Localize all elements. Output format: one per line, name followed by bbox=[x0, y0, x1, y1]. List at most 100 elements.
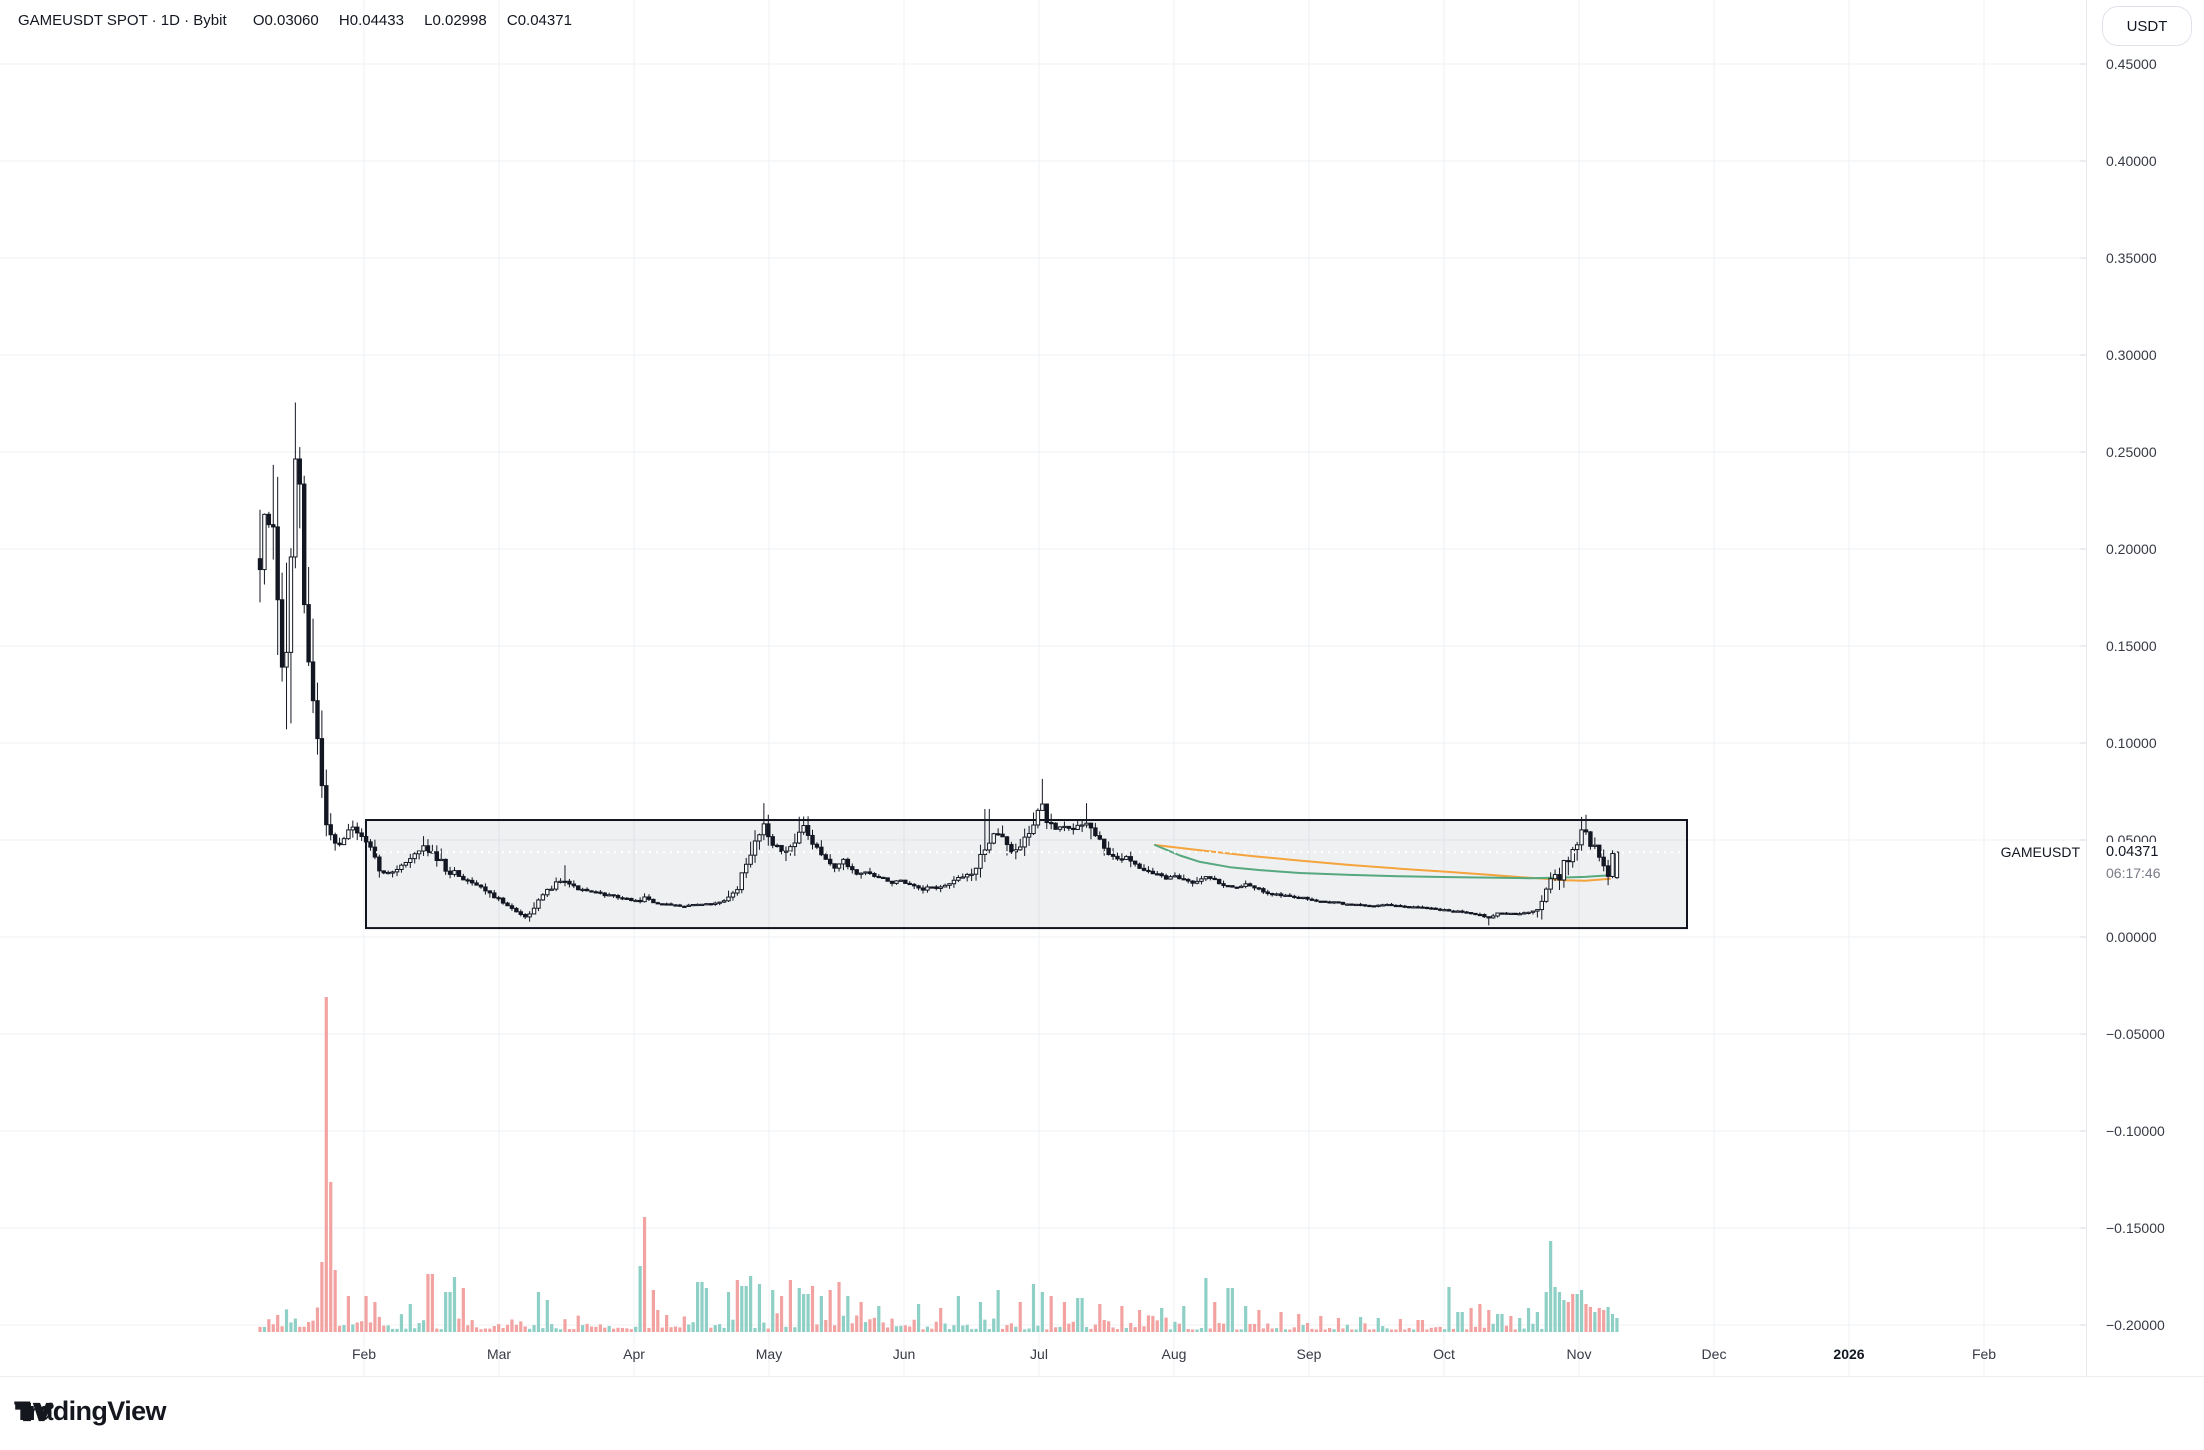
volume-bar bbox=[1615, 1318, 1619, 1332]
candle-up bbox=[713, 902, 718, 905]
volume-bar bbox=[373, 1302, 377, 1332]
time-tick-label: Feb bbox=[1971, 1346, 1997, 1362]
symbol-title[interactable]: GAMEUSDT SPOT · 1D · Bybit bbox=[18, 12, 227, 29]
volume-bar bbox=[855, 1315, 859, 1332]
candle-down bbox=[1499, 912, 1505, 915]
time-axis-separator bbox=[0, 1376, 2204, 1377]
candle-down bbox=[1336, 901, 1341, 904]
volume-bar bbox=[1345, 1324, 1349, 1332]
volume-bar bbox=[740, 1286, 744, 1332]
volume-bar bbox=[368, 1322, 373, 1332]
ohlc-close: C0.04371 bbox=[506, 12, 572, 29]
volume-bar bbox=[1323, 1329, 1327, 1332]
candle-up bbox=[752, 840, 758, 856]
volume-bar bbox=[258, 1326, 262, 1332]
candle-down bbox=[1309, 898, 1315, 901]
candle-up bbox=[973, 867, 979, 875]
candle-up bbox=[1552, 874, 1558, 880]
candle-down bbox=[1296, 896, 1301, 900]
candle-down bbox=[1393, 904, 1399, 908]
candle-down bbox=[1256, 887, 1262, 890]
volume-bar bbox=[779, 1296, 784, 1332]
volume-bar bbox=[815, 1324, 819, 1332]
volume-bar bbox=[572, 1329, 576, 1332]
volume-bar bbox=[492, 1325, 496, 1332]
currency-toggle-button[interactable]: USDT bbox=[2102, 6, 2192, 46]
candle-up bbox=[704, 903, 709, 906]
candle-up bbox=[1442, 909, 1447, 912]
volume-bar bbox=[722, 1327, 726, 1332]
volume-bar bbox=[417, 1323, 421, 1332]
candle-down bbox=[1225, 885, 1231, 888]
volume-bar bbox=[819, 1296, 823, 1332]
volume-bar bbox=[788, 1280, 792, 1332]
volume-bar bbox=[1588, 1307, 1593, 1332]
volume-bar bbox=[669, 1327, 673, 1332]
candle-down bbox=[474, 882, 479, 886]
candle-down bbox=[1460, 910, 1465, 913]
candle-down bbox=[368, 841, 373, 848]
volume-bar bbox=[735, 1280, 739, 1332]
candle-down bbox=[1186, 878, 1191, 882]
candle-down bbox=[1513, 912, 1518, 915]
candle-down bbox=[425, 845, 431, 853]
candle-down bbox=[567, 880, 572, 885]
candle-down bbox=[1464, 911, 1469, 914]
volume-bar bbox=[1221, 1323, 1226, 1332]
volume-bar bbox=[1226, 1288, 1230, 1332]
candle-up bbox=[748, 854, 753, 865]
volume-bar bbox=[1606, 1307, 1610, 1332]
last-price-label: 0.04371 06:17:46 bbox=[2092, 842, 2200, 888]
volume-bar bbox=[426, 1274, 430, 1332]
candle-down bbox=[1048, 822, 1054, 825]
tradingview-logo[interactable]: TradingView bbox=[14, 1396, 167, 1427]
volume-bar bbox=[1142, 1326, 1146, 1332]
candle-up bbox=[394, 868, 400, 873]
volume-bar bbox=[1045, 1329, 1049, 1332]
candle-up bbox=[531, 907, 537, 915]
candle-down bbox=[885, 877, 890, 882]
candle-down bbox=[1486, 916, 1491, 919]
volume-bar bbox=[342, 1325, 346, 1332]
candle-down bbox=[1601, 856, 1606, 867]
volume-bar bbox=[1531, 1323, 1535, 1332]
volume-bar bbox=[554, 1328, 558, 1332]
time-tick-label: May bbox=[755, 1346, 783, 1362]
volume-bar bbox=[1164, 1317, 1168, 1332]
candle-down bbox=[1349, 903, 1354, 906]
volume-bar bbox=[1584, 1304, 1588, 1332]
candle-down bbox=[682, 905, 687, 908]
volume-bar bbox=[1593, 1312, 1597, 1332]
candle-up bbox=[956, 877, 961, 881]
volume-bar bbox=[594, 1326, 598, 1332]
candle-down bbox=[664, 903, 669, 906]
candle-up bbox=[553, 881, 559, 890]
candle-up bbox=[633, 899, 638, 903]
volume-bar bbox=[1425, 1329, 1429, 1332]
candle-down bbox=[660, 903, 665, 906]
volume-bar bbox=[1005, 1325, 1009, 1332]
volume-bar bbox=[1173, 1321, 1177, 1332]
candle-up bbox=[1539, 900, 1544, 911]
candle-up bbox=[1300, 896, 1306, 900]
candle-down bbox=[271, 524, 276, 528]
volume-bar bbox=[1168, 1329, 1173, 1332]
candle-up bbox=[1239, 885, 1244, 889]
candle-up bbox=[540, 894, 546, 901]
volume-bar bbox=[474, 1327, 479, 1332]
volume-bar bbox=[762, 1322, 766, 1332]
candle-down bbox=[1137, 863, 1142, 869]
candle-down bbox=[1362, 904, 1368, 907]
volume-bar bbox=[1328, 1327, 1332, 1332]
volume-bar bbox=[616, 1327, 620, 1332]
candle-down bbox=[1155, 873, 1160, 876]
price-tick-label: 0.35000 bbox=[2106, 250, 2157, 266]
volume-bar bbox=[1434, 1327, 1438, 1332]
volume-bar bbox=[1562, 1300, 1566, 1332]
candle-up bbox=[717, 901, 722, 904]
candle-down bbox=[1292, 895, 1297, 898]
candle-down bbox=[297, 458, 302, 485]
volume-bar bbox=[1376, 1318, 1380, 1332]
candle-up bbox=[1544, 888, 1549, 902]
